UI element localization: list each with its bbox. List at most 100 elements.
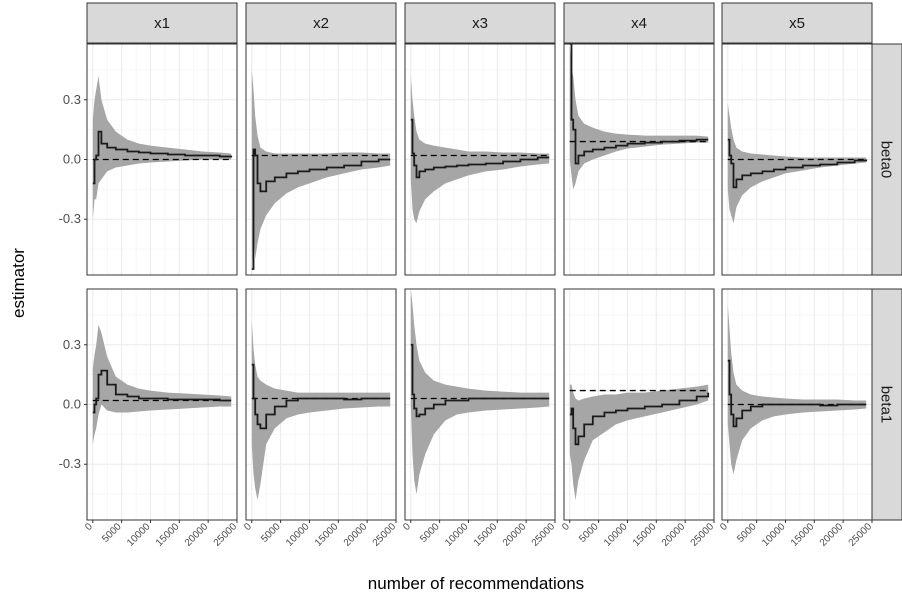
panel-beta0-x4 bbox=[563, 43, 715, 276]
panel-border bbox=[563, 43, 715, 276]
x-tick-label: 25000 bbox=[847, 521, 875, 549]
column-strip-bg bbox=[245, 2, 397, 44]
column-strip-x1: x1 bbox=[86, 2, 238, 44]
panel-marks bbox=[410, 75, 550, 224]
confidence-band bbox=[410, 289, 550, 495]
column-strip-x2: x2 bbox=[245, 2, 397, 44]
confidence-band bbox=[92, 75, 232, 220]
panel-marks bbox=[92, 324, 232, 445]
y-tick-label: -0.3 bbox=[59, 456, 81, 471]
x-tick-label: 15000 bbox=[154, 521, 182, 549]
row-strip-label-beta1: beta1 bbox=[878, 386, 895, 424]
y-axis-title: estimator bbox=[9, 248, 28, 318]
panel-beta1-x3 bbox=[404, 288, 556, 521]
panel-marks bbox=[569, 44, 709, 190]
x-tick-label: 0 bbox=[242, 521, 254, 533]
x-tick-label: 0 bbox=[83, 521, 95, 533]
confidence-band bbox=[92, 324, 232, 445]
confidence-band bbox=[251, 320, 391, 501]
y-tick-label: -0.3 bbox=[59, 211, 81, 226]
x-tick-label: 5000 bbox=[418, 521, 442, 545]
panel-marks bbox=[251, 320, 391, 501]
panel-border bbox=[721, 43, 873, 276]
estimate-line bbox=[727, 138, 868, 189]
x-tick-label: 25000 bbox=[371, 521, 399, 549]
panel-beta1-x1 bbox=[86, 288, 238, 521]
estimate-line bbox=[410, 343, 550, 418]
column-strip-label-x3: x3 bbox=[472, 15, 488, 32]
y-tick-label: 0.0 bbox=[63, 397, 81, 412]
panel-border bbox=[404, 288, 556, 521]
panel-border bbox=[245, 288, 397, 521]
panel-border bbox=[721, 288, 873, 521]
confidence-band bbox=[727, 103, 867, 224]
x-axis-title: number of recommendations bbox=[368, 574, 584, 593]
column-strip-label-x4: x4 bbox=[631, 15, 647, 32]
column-strip-bg bbox=[404, 2, 556, 44]
x-tick-label: 15000 bbox=[313, 521, 341, 549]
x-tick-label: 10000 bbox=[125, 521, 153, 549]
panel-beta0-x3 bbox=[404, 43, 556, 276]
estimate-line bbox=[92, 130, 233, 185]
panel-marks bbox=[727, 103, 868, 224]
column-strip-bg bbox=[721, 2, 873, 44]
y-tick-label: 0.3 bbox=[63, 92, 81, 107]
x-tick-label: 25000 bbox=[212, 521, 240, 549]
estimate-line bbox=[569, 44, 709, 165]
x-tick-label: 10000 bbox=[602, 521, 630, 549]
panel-marks bbox=[410, 289, 550, 495]
estimate-line bbox=[251, 363, 391, 430]
estimate-line bbox=[410, 118, 550, 179]
x-tick-label: 25000 bbox=[530, 521, 558, 549]
x-tick-label: 10000 bbox=[443, 521, 471, 549]
panel-border bbox=[563, 288, 715, 521]
row-strip-label-beta0: beta0 bbox=[878, 141, 895, 179]
x-tick-label: 20000 bbox=[818, 521, 846, 549]
plot-area: x1 x2 x3 x4 x5 beta0 beta1 -0.3 0.0 0.3 -0.3 0.0 0.3… bbox=[59, 2, 902, 549]
panel-border bbox=[86, 43, 238, 276]
x-tick-label: 0 bbox=[560, 521, 572, 533]
panel-border bbox=[404, 43, 556, 276]
estimate-line bbox=[569, 392, 710, 446]
estimate-line bbox=[727, 359, 867, 428]
x-tick-label: 5000 bbox=[577, 521, 601, 545]
x-tick-label: 20000 bbox=[342, 521, 370, 549]
x-tick-label: 20000 bbox=[660, 521, 688, 549]
panel-marks bbox=[727, 304, 867, 475]
y-tick-label: 0.0 bbox=[63, 152, 81, 167]
column-strip-label-x5: x5 bbox=[789, 15, 805, 32]
x-tick-label: 0 bbox=[401, 521, 413, 533]
panel-marks bbox=[251, 69, 391, 275]
x-tick-label: 5000 bbox=[100, 521, 124, 545]
column-strip-x4: x4 bbox=[563, 2, 715, 44]
x-tick-label: 5000 bbox=[259, 521, 283, 545]
column-strip-bg bbox=[86, 2, 238, 44]
estimate-line bbox=[251, 148, 391, 270]
x-tick-label: 0 bbox=[718, 521, 730, 533]
x-tick-label: 15000 bbox=[631, 521, 659, 549]
panel-beta1-x5 bbox=[721, 288, 873, 521]
column-strip-label-x1: x1 bbox=[154, 15, 170, 32]
x-tick-label: 15000 bbox=[472, 521, 500, 549]
panel-marks bbox=[92, 75, 233, 220]
column-strip-bg bbox=[563, 2, 715, 44]
x-tick-label: 20000 bbox=[501, 521, 529, 549]
confidence-band bbox=[410, 75, 550, 224]
row-strip-beta0: beta0 bbox=[869, 43, 902, 276]
x-tick-label: 10000 bbox=[760, 521, 788, 549]
x-tick-label: 25000 bbox=[689, 521, 717, 549]
panel-beta0-x1 bbox=[86, 43, 238, 276]
x-tick-label: 5000 bbox=[735, 521, 759, 545]
panel-border bbox=[86, 288, 238, 521]
y-tick-label: 0.3 bbox=[63, 337, 81, 352]
panel-beta1-x4 bbox=[563, 288, 715, 521]
column-strip-label-x2: x2 bbox=[313, 15, 329, 32]
estimate-line bbox=[92, 369, 232, 414]
column-strip-x3: x3 bbox=[404, 2, 556, 44]
x-tick-label: 15000 bbox=[789, 521, 817, 549]
x-tick-label: 20000 bbox=[183, 521, 211, 549]
confidence-band bbox=[569, 44, 709, 190]
confidence-band bbox=[251, 69, 391, 275]
x-tick-label: 10000 bbox=[284, 521, 312, 549]
